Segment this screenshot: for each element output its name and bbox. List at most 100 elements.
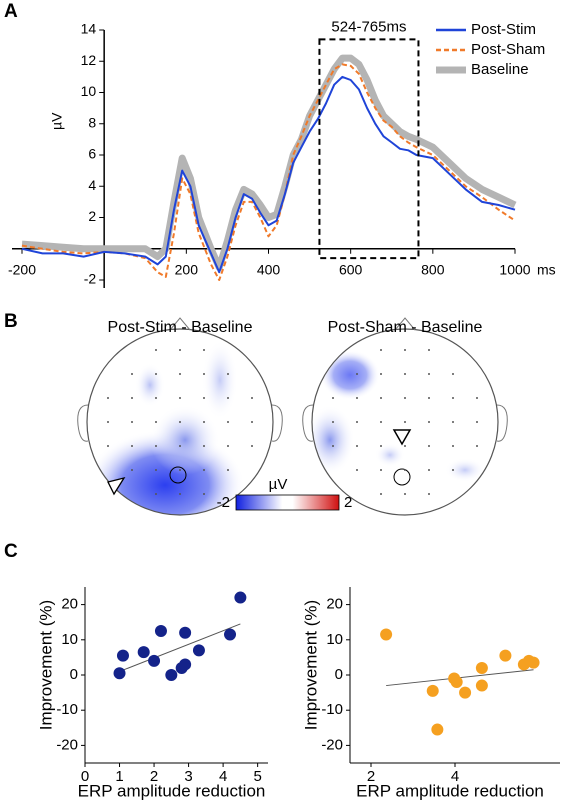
electrode xyxy=(404,469,406,471)
electrode xyxy=(155,421,157,423)
electrode xyxy=(203,349,205,351)
electrode xyxy=(131,397,133,399)
electrode xyxy=(452,469,454,471)
electrode xyxy=(356,397,358,399)
x-tick-label: 600 xyxy=(339,261,363,277)
point xyxy=(527,656,540,669)
y-tick-label: 10 xyxy=(81,83,97,99)
point xyxy=(148,654,161,667)
x-axis-label: ERP amplitude reduction xyxy=(356,781,544,800)
x-tick-label: 1000 xyxy=(499,261,530,277)
legend-label: Baseline xyxy=(471,61,529,78)
topomap-title: Post-Stim - Baseline xyxy=(108,319,253,336)
x-tick-label: 2 xyxy=(367,768,375,785)
electrode xyxy=(107,445,109,447)
y-tick-label: 20 xyxy=(61,596,78,613)
electrode xyxy=(452,397,454,399)
x-tick-label: 400 xyxy=(257,261,281,277)
electrode xyxy=(404,445,406,447)
electrode xyxy=(356,469,358,471)
panel-label: A xyxy=(4,1,18,22)
electrode xyxy=(227,421,229,423)
y-tick-label: 10 xyxy=(61,631,78,648)
electrode xyxy=(404,397,406,399)
y-tick-label: 14 xyxy=(81,21,97,37)
x-tick-label: -200 xyxy=(8,261,36,277)
electrode xyxy=(227,445,229,447)
y-tick-label: 2 xyxy=(88,208,96,224)
electrode xyxy=(179,445,181,447)
x-tick-label: 2 xyxy=(150,768,158,785)
x-tick-label: 5 xyxy=(253,768,261,785)
electrode xyxy=(155,493,157,495)
colorbar xyxy=(235,494,340,511)
x-axis-label: ms xyxy=(537,261,556,277)
point xyxy=(179,626,192,639)
electrode xyxy=(428,349,430,351)
panel-label: C xyxy=(4,541,18,562)
electrode xyxy=(179,493,181,495)
electrode xyxy=(404,349,406,351)
electrode xyxy=(476,397,478,399)
x-axis-label: ERP amplitude reduction xyxy=(78,781,266,800)
point xyxy=(450,676,463,689)
line-series xyxy=(21,63,516,281)
line-series xyxy=(21,54,517,271)
electrode xyxy=(332,397,334,399)
electrode xyxy=(251,397,253,399)
electrode xyxy=(428,445,430,447)
electrode xyxy=(179,421,181,423)
electrode xyxy=(251,421,253,423)
y-tick-label: -10 xyxy=(56,701,78,718)
electrode xyxy=(404,421,406,423)
point xyxy=(431,723,444,736)
point xyxy=(234,591,247,604)
point xyxy=(113,667,126,680)
y-tick-label: -2 xyxy=(84,271,97,287)
electrode xyxy=(227,397,229,399)
electrode xyxy=(227,469,229,471)
point xyxy=(224,628,237,641)
topomap-right xyxy=(302,317,508,516)
electrode xyxy=(452,373,454,375)
electrode xyxy=(428,421,430,423)
y-axis-label: µV xyxy=(49,112,65,130)
electrode xyxy=(227,373,229,375)
panel-label: B xyxy=(4,311,18,332)
y-tick-label: 0 xyxy=(335,666,343,683)
electrode xyxy=(203,469,205,471)
point xyxy=(154,625,167,637)
y-tick-label: 6 xyxy=(88,146,96,162)
electrode xyxy=(428,493,430,495)
electrode xyxy=(155,397,157,399)
point xyxy=(192,644,205,657)
electrode xyxy=(428,373,430,375)
electrode xyxy=(332,445,334,447)
x-tick-label: 200 xyxy=(175,261,199,277)
electrode xyxy=(404,493,406,495)
electrode xyxy=(203,493,205,495)
electrode xyxy=(179,349,181,351)
y-tick-label: -20 xyxy=(56,736,78,753)
y-axis-label: Improvement (%) xyxy=(301,600,320,730)
point xyxy=(165,669,178,681)
point xyxy=(426,684,439,697)
colorbar-tick: -2 xyxy=(217,494,230,511)
y-tick-label: -20 xyxy=(321,736,343,753)
legend-label: Post-Stim xyxy=(471,21,536,38)
electrode xyxy=(179,469,181,471)
y-axis-label: Improvement (%) xyxy=(36,600,55,730)
electrode xyxy=(428,397,430,399)
x-tick-label: 4 xyxy=(451,768,459,785)
electrode xyxy=(131,421,133,423)
electrode xyxy=(155,349,157,351)
topomap-title: Post-Sham - Baseline xyxy=(328,319,483,336)
point xyxy=(459,686,472,699)
electrode xyxy=(203,445,205,447)
y-tick-label: 12 xyxy=(81,52,97,68)
electrode xyxy=(380,493,382,495)
y-tick-label: 10 xyxy=(326,631,343,648)
colorbar-label: µV xyxy=(269,476,288,493)
electrode xyxy=(131,445,133,447)
